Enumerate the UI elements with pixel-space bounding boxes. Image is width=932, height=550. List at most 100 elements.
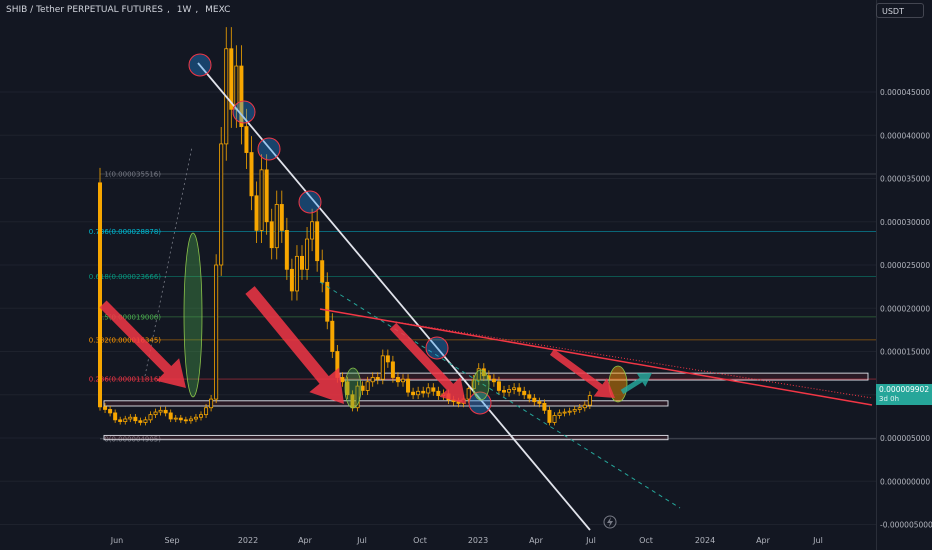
red-resistance-line [319,308,873,406]
candle-body [340,377,345,383]
candle-body [103,406,108,410]
candle-body [421,390,426,394]
candle-body [507,389,512,393]
candle-body [436,390,441,397]
symbol-name[interactable]: SHIB / Tether PERPETUAL FUTURES [6,5,163,15]
y-tick-label: 0.000015000 [880,348,930,357]
touch-circle [425,336,449,360]
candle-body [279,204,284,231]
candle-body [153,411,158,416]
last-price-tag: 0.000009902 3d 0h [876,384,932,405]
x-tick-label: Jun [110,536,124,545]
y-tick-label: 0.000005000 [880,434,930,443]
candle-body [310,221,315,240]
fib-label: 0.786(0.000028878) [89,228,162,236]
touch-circle [298,190,322,214]
candle-body [229,48,234,110]
main-downtrend-line [197,62,591,531]
x-tick-label: Oct [413,536,427,545]
candle-body [148,414,153,421]
candle-body [385,355,390,363]
candle-body [547,409,552,423]
chart-title: SHIB / Tether PERPETUAL FUTURES, 1W, MEX… [6,5,231,15]
candle-body [572,409,577,412]
candle-body [214,264,219,400]
exchange-label: MEXC [205,5,231,15]
candle-body [118,419,123,422]
candle-body [370,377,375,383]
candle-body [209,398,214,409]
touch-circle [232,100,256,124]
candle-body [380,355,385,380]
zone-upper-resistance [339,372,869,381]
y-tick-label: 0.000000000 [880,477,930,486]
candle-body [284,229,289,270]
candle-body [577,407,582,410]
trend-lines [144,62,873,531]
highlight-ellipse [472,369,490,401]
candle-body [527,394,532,399]
highlight-ellipse [183,232,203,398]
candle-body [219,143,224,266]
y-tick-label: 0.000035000 [880,175,930,184]
last-price-value: 0.000009902 [879,385,930,394]
lightning-icon-ring [603,515,617,529]
currency-button[interactable]: USDT [876,3,924,18]
candle-body [178,417,183,421]
candle-body [198,414,203,418]
candle-body [375,377,380,380]
highlight-ellipse [344,367,362,409]
annotation-arrows [99,286,652,404]
fib-anchor-line [144,146,193,377]
candle-body [108,409,113,414]
candle-body [406,378,411,393]
x-tick-label: Apr [756,536,771,545]
candle-body [532,397,537,403]
interval-label[interactable]: 1W [176,5,192,15]
candle-body [491,378,496,383]
touch-circle [188,53,212,77]
candle-body [183,419,188,422]
candle-body [128,416,133,420]
candle-body [325,281,330,322]
annotation-arrow [620,373,652,395]
candle-body [360,385,365,391]
candle-body [562,411,567,414]
fib-label: 0.382(0.000016345) [89,336,162,344]
candle-body [411,391,416,396]
annotation-arrow [549,349,615,398]
lightning-icon-bolt [607,517,613,527]
candle-body [123,418,128,422]
price-axis[interactable] [876,0,932,550]
candle-body [542,402,547,411]
candle-body [168,412,173,420]
candle-body [138,420,143,423]
touch-circles [188,53,492,415]
candle-body [400,378,405,383]
candle-body [173,417,178,420]
candle-body [320,260,325,283]
candle-body [552,415,557,423]
fib-label: 1(0.000035516) [104,171,161,179]
dashed-channel-line [319,281,681,509]
bar-countdown: 3d 0h [879,394,900,403]
candle-body [158,409,163,413]
candle-body [522,390,527,396]
x-tick-label: Apr [529,536,544,545]
x-axis-ticks: Jun Sep 2022 Apr Jul Oct 2023 Apr Jul Oct 2024 Apr J… [110,536,823,545]
candle-body [294,255,299,292]
candle-body [239,65,244,128]
x-tick-label: 2024 [695,536,715,545]
candle-body [98,182,103,408]
candle-body [395,377,400,383]
candle-body [345,381,350,396]
fib-label: 0.5(0.000019006) [98,313,162,321]
annotation-arrow [99,300,186,388]
annotation-arrow [245,286,344,404]
x-tick-label: Apr [298,536,313,545]
candle-body [567,410,572,413]
candle-body [517,387,522,392]
candle-body [466,388,471,400]
